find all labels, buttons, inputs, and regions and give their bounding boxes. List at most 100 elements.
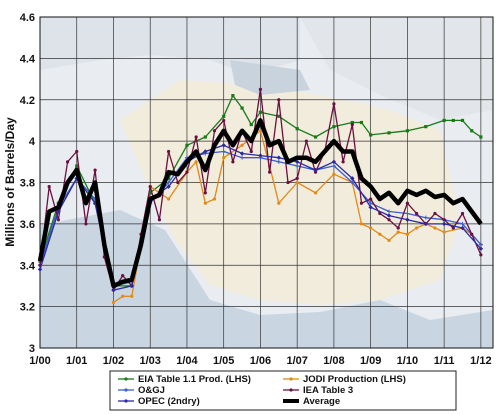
data-point-0-26 — [451, 118, 455, 123]
data-point-0-2 — [75, 164, 79, 168]
data-point-3-20 — [222, 118, 226, 123]
x-tick-label-9: 1/09 — [360, 355, 381, 367]
data-point-3-1 — [47, 185, 51, 189]
data-point-0-19 — [350, 120, 354, 125]
x-tick-label-6: 1/06 — [250, 355, 271, 367]
data-point-3-44 — [442, 218, 446, 222]
series-4 — [37, 143, 484, 293]
data-point-4-3 — [92, 200, 98, 206]
data-point-3-2 — [56, 218, 60, 222]
series-0 — [38, 94, 483, 288]
series-line-0 — [39, 94, 482, 287]
series-5 — [37, 118, 483, 289]
data-point-1-27 — [433, 226, 437, 230]
data-point-1-10 — [222, 156, 226, 160]
data-point-1-17 — [332, 172, 336, 176]
x-tick-label-3: 1/03 — [140, 355, 161, 367]
data-point-2-21 — [423, 215, 428, 220]
data-point-4-14 — [294, 159, 300, 165]
legend-label-1: JODI Production (LHS) — [303, 374, 406, 385]
data-point-1-22 — [387, 238, 391, 243]
data-point-3-28 — [295, 176, 299, 180]
data-point-1-2 — [130, 294, 134, 298]
data-point-1-19 — [359, 222, 364, 226]
data-point-3-40 — [405, 201, 409, 205]
data-point-2-24 — [478, 242, 483, 247]
data-point-0-13 — [249, 122, 253, 127]
y-axis-label: Millions of Barrels/Day — [3, 117, 17, 247]
chart-legend: EIA Table 1.1 Prod. (LHS) JODI Production… — [109, 370, 457, 411]
x-tick-label-5: 1/05 — [213, 355, 234, 367]
data-point-3-18 — [203, 191, 207, 195]
x-tick-label-4: 1/04 — [176, 355, 198, 367]
y-tick-label-2: 3.4 — [20, 260, 36, 272]
data-point-3-41 — [414, 211, 419, 216]
data-point-4-9 — [203, 149, 208, 154]
data-point-0-14 — [258, 110, 263, 114]
data-point-3-47 — [470, 232, 474, 236]
data-point-3-35 — [359, 201, 364, 205]
data-point-0-20 — [359, 120, 364, 125]
data-point-1-24 — [405, 232, 409, 236]
data-point-0-16 — [295, 127, 299, 131]
data-point-1-8 — [203, 201, 207, 205]
data-point-0-25 — [442, 118, 446, 123]
data-point-3-43 — [433, 211, 437, 216]
x-tick-label-8: 1/08 — [323, 355, 344, 367]
data-point-0-17 — [313, 135, 318, 139]
data-point-4-4 — [111, 287, 116, 293]
data-point-0-23 — [405, 129, 409, 133]
data-point-3-9 — [121, 273, 125, 278]
data-point-1-15 — [295, 180, 299, 185]
data-point-2-23 — [460, 221, 465, 226]
data-point-0-8 — [185, 143, 189, 147]
data-point-0-10 — [222, 114, 226, 118]
legend-marker-4 — [124, 399, 128, 403]
data-point-4-1 — [56, 209, 61, 214]
data-point-1-23 — [396, 230, 400, 234]
data-point-2-17 — [350, 180, 355, 185]
y-tick-label-6: 4.2 — [20, 95, 35, 107]
data-point-4-13 — [276, 155, 282, 160]
data-point-3-34 — [350, 122, 354, 127]
data-point-3-46 — [460, 211, 465, 216]
data-point-3-21 — [231, 160, 235, 164]
data-point-3-27 — [286, 180, 290, 185]
data-point-1-14 — [277, 201, 281, 205]
data-point-3-48 — [479, 253, 483, 257]
x-tick-label-12: 1/12 — [470, 355, 491, 367]
data-point-1-7 — [194, 160, 198, 164]
chart-ticks: 1/00 1/01 1/02 1/03 1/04 1/05 1/06 1/07 1/08 1/09… — [20, 12, 492, 367]
data-point-3-19 — [212, 129, 217, 133]
data-point-2-13 — [276, 159, 281, 164]
x-tick-label-11: 1/11 — [434, 355, 455, 367]
data-point-0-24 — [424, 125, 428, 129]
series-line-1 — [113, 130, 482, 304]
y-tick-label-3: 3.6 — [20, 219, 35, 231]
data-point-4-15 — [313, 167, 318, 173]
data-point-3-16 — [185, 170, 189, 174]
y-tick-label-1: 3.2 — [20, 302, 35, 314]
data-point-4-10 — [221, 143, 226, 148]
x-tick-label-0: 1/00 — [29, 355, 50, 367]
data-point-4-17 — [350, 176, 355, 181]
data-point-2-11 — [240, 155, 245, 160]
data-point-0-7 — [166, 176, 171, 180]
data-point-0-9 — [203, 135, 207, 139]
data-point-0-11 — [231, 94, 235, 98]
data-point-1-11 — [240, 143, 244, 147]
data-point-2-10 — [221, 149, 226, 154]
data-point-1-5 — [166, 197, 171, 201]
legend-marker-3 — [289, 388, 293, 392]
data-point-3-12 — [148, 185, 152, 189]
data-point-2-20 — [405, 211, 410, 216]
data-point-0-22 — [387, 131, 391, 135]
data-point-4-19 — [386, 213, 392, 218]
data-point-4-5 — [129, 283, 135, 289]
data-point-1-0 — [111, 300, 116, 305]
data-point-4-12 — [258, 153, 263, 158]
data-point-4-22 — [441, 221, 447, 227]
y-tick-label-7: 4.4 — [20, 53, 36, 65]
data-point-0-27 — [460, 118, 465, 123]
